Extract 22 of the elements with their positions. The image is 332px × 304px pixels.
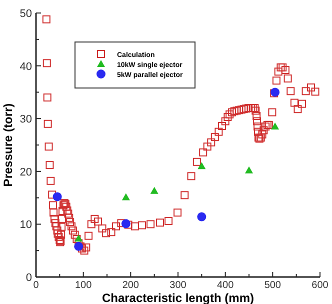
point <box>122 193 130 200</box>
point <box>74 242 84 251</box>
x-tick-label: 500 <box>264 280 282 291</box>
y-tick-label: 20 <box>20 166 32 178</box>
x-tick-label: 200 <box>122 280 140 291</box>
point <box>150 186 158 194</box>
point <box>52 192 62 202</box>
y-axis-title: Pressure (torr) <box>1 103 15 187</box>
point <box>197 212 206 222</box>
point <box>271 122 280 130</box>
point <box>245 166 253 174</box>
point <box>198 162 206 170</box>
y-tick-label: 10 <box>20 219 32 232</box>
y-tick-label: 40 <box>20 60 32 73</box>
x-tick-label: 0 <box>33 280 40 291</box>
x-tick-label: 300 <box>170 280 187 291</box>
x-tick-label: 100 <box>74 280 92 291</box>
y-tick-label: 30 <box>20 114 32 126</box>
y-tick-label: 50 <box>20 8 32 20</box>
x-tick-label: 400 <box>216 280 234 291</box>
x-tick-label: 600 <box>312 280 329 291</box>
point <box>121 219 130 228</box>
